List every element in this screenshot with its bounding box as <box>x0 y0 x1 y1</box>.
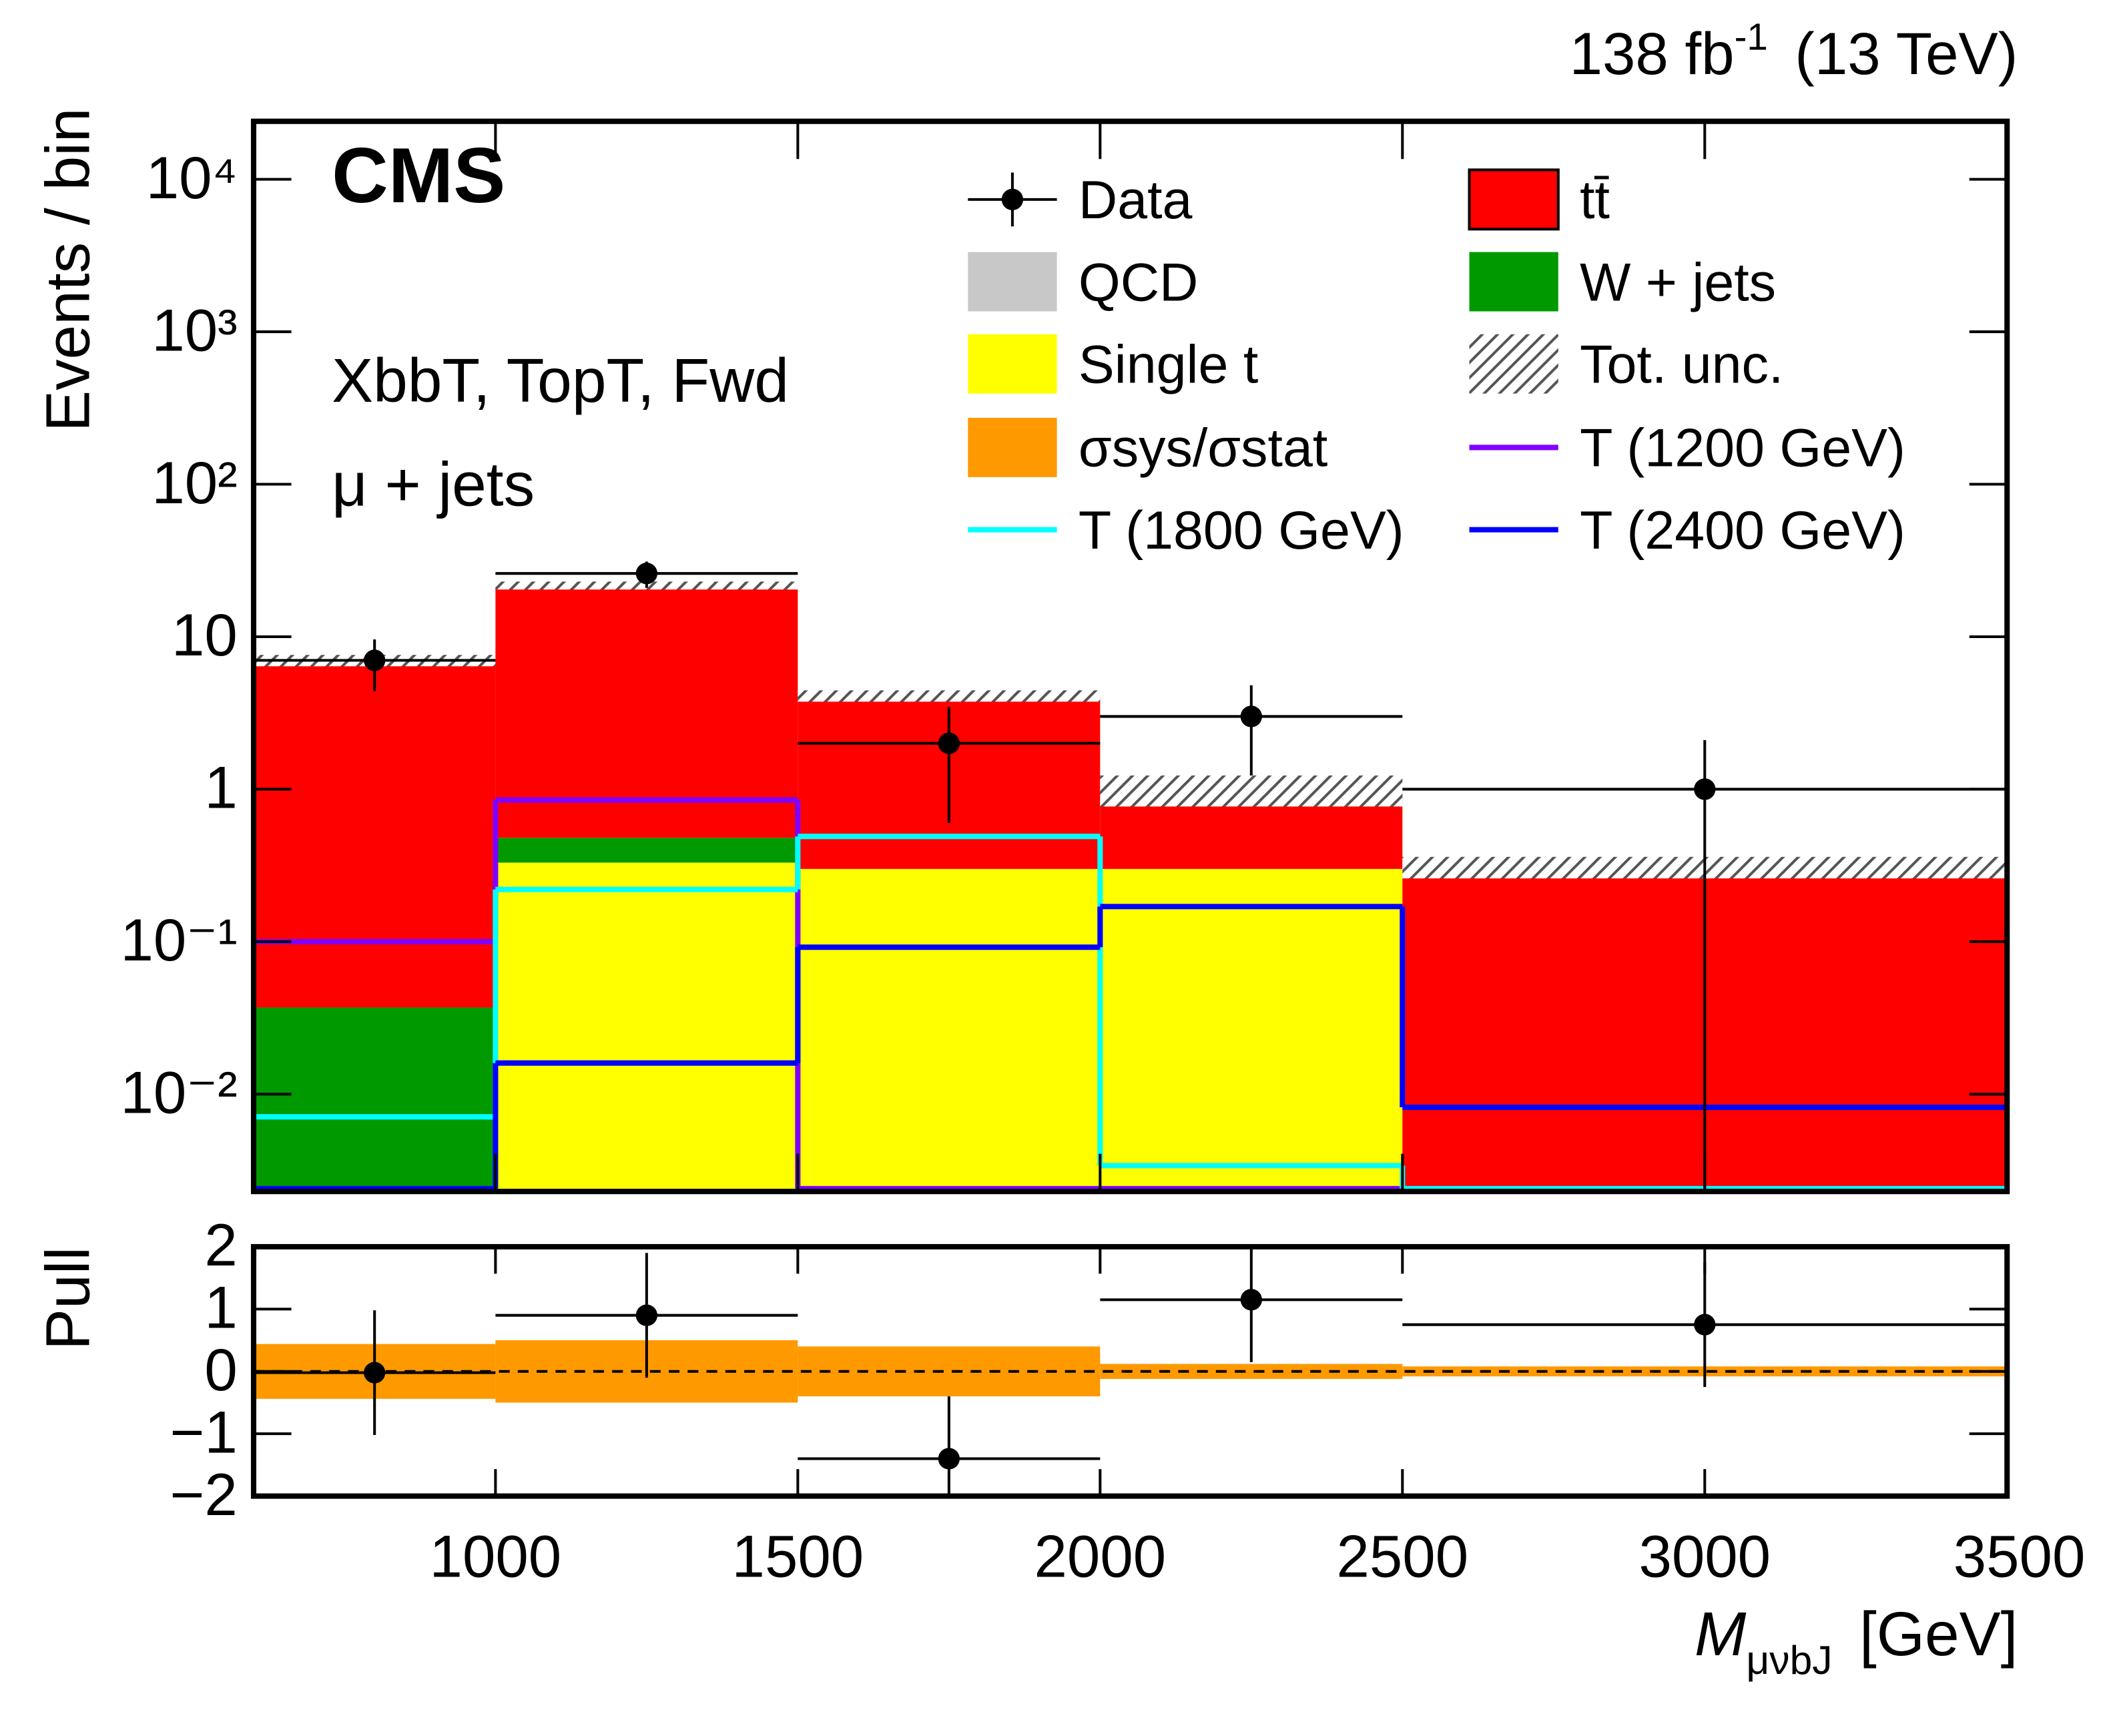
y-tick-label: 10⁴ <box>146 145 238 211</box>
pull-point <box>1240 1289 1262 1311</box>
pull-y-tick-label: −2 <box>170 1462 237 1528</box>
legend-label: T (2400 GeV) <box>1580 501 1905 561</box>
lumi-label: 138 fb-1 (13 TeV) <box>1570 16 2018 87</box>
pull-point <box>364 1362 386 1384</box>
x-axis-label: MμνbJ [GeV] <box>1695 1599 2018 1683</box>
x-label-subscript: μνbJ <box>1746 1637 1832 1683</box>
legend-label: QCD <box>1079 252 1198 312</box>
x-tick-label: 3000 <box>1638 1524 1771 1590</box>
channel: μ + jets <box>332 449 535 519</box>
legend-label: Tot. unc. <box>1580 335 1783 395</box>
energy: (13 TeV) <box>1795 21 2018 87</box>
legend-swatch <box>1468 168 1560 231</box>
legend-label: W + jets <box>1580 252 1776 312</box>
pull-point <box>635 1304 658 1326</box>
y-tick-label: 10³ <box>152 297 237 363</box>
x-tick-label: 2500 <box>1336 1524 1468 1590</box>
x-tick-label: 3500 <box>1954 1524 2086 1590</box>
data-point <box>1694 778 1716 800</box>
pull-y-tick-label: −1 <box>170 1399 237 1465</box>
pull-y-axis-label: Pull <box>33 1247 103 1350</box>
stack-segment <box>254 1007 496 1192</box>
x-tick-label: 1000 <box>430 1524 562 1590</box>
pull-point <box>938 1448 960 1470</box>
legend-swatch <box>1001 188 1024 211</box>
legend-swatch <box>1469 252 1558 312</box>
data-point <box>938 732 960 754</box>
x-label-unit: [GeV] <box>1859 1599 2018 1669</box>
legend-label: tt̄ <box>1580 170 1610 230</box>
main-frame <box>250 118 2010 1195</box>
uncertainty-band <box>1100 775 1403 807</box>
x-label-symbol: M <box>1695 1599 1747 1669</box>
legend-swatch <box>1469 334 1558 394</box>
y-tick-label: 1 <box>204 755 237 821</box>
y-tick-label: 10⁻¹ <box>120 907 237 973</box>
x-tick-label: 2000 <box>1034 1524 1167 1590</box>
y-tick-label: 10 <box>172 602 238 668</box>
pull-y-tick-label: 2 <box>204 1212 237 1278</box>
legend-label: Data <box>1079 170 1193 230</box>
stack-segment <box>495 862 798 1192</box>
data-point <box>1240 705 1262 728</box>
lumi-exponent: -1 <box>1735 16 1768 58</box>
stack-segment <box>495 584 798 838</box>
stack-segment <box>254 659 496 1008</box>
sys-stat-band <box>1100 1364 1403 1379</box>
x-tick-label: 1500 <box>732 1524 864 1590</box>
legend-label: σsys/σstat <box>1079 418 1327 479</box>
region: XbbT, TopT, Fwd <box>332 346 789 415</box>
stack-segment <box>1100 868 1403 1192</box>
uncertainty-band <box>798 690 1101 702</box>
data-point <box>635 563 658 585</box>
y-axis-label: Events / bin <box>33 108 103 432</box>
legend-swatch <box>968 334 1057 394</box>
legend-swatch <box>968 418 1057 477</box>
pull-y-tick-label: 0 <box>204 1337 237 1403</box>
pull-point <box>1694 1314 1716 1336</box>
legend-label: T (1800 GeV) <box>1079 501 1404 561</box>
y-tick-label: 10⁻² <box>120 1060 237 1126</box>
legend-label: Single t <box>1079 335 1258 395</box>
legend-swatch <box>968 252 1057 312</box>
data-point <box>364 649 386 671</box>
stack-segment <box>798 868 1101 1192</box>
stack-segment <box>495 838 798 863</box>
lumi: 138 fb <box>1570 21 1735 87</box>
y-tick-label: 10² <box>152 450 237 516</box>
pull-y-tick-label: 1 <box>204 1275 237 1341</box>
legend-label: T (1200 GeV) <box>1580 418 1905 479</box>
experiment: CMS <box>332 131 505 219</box>
